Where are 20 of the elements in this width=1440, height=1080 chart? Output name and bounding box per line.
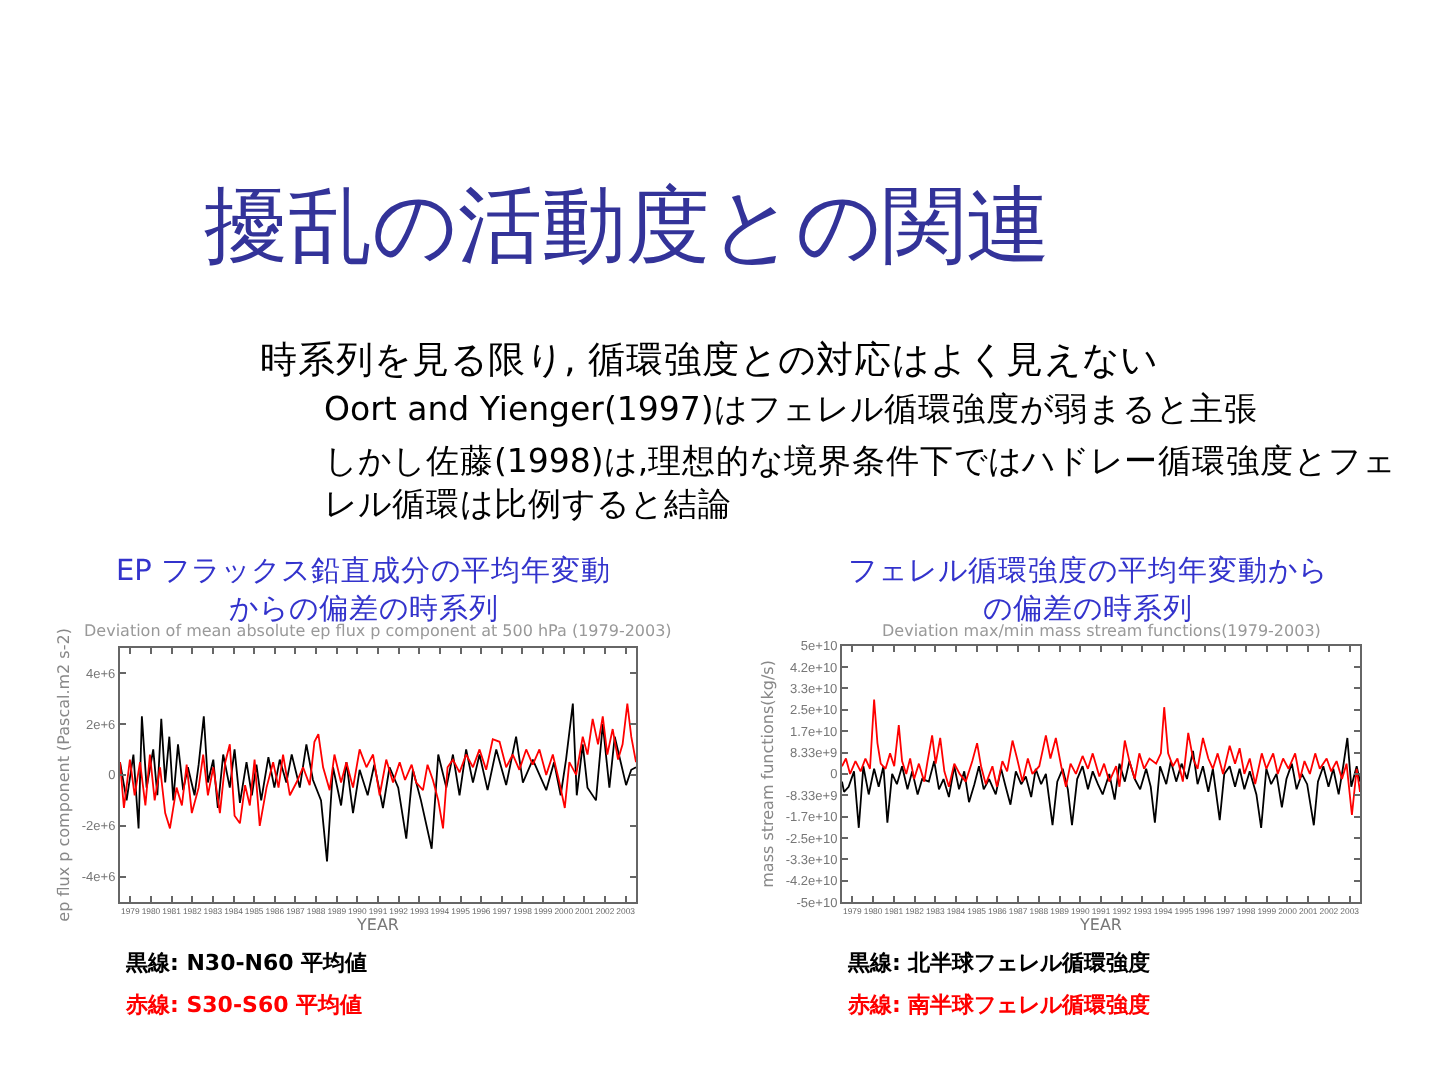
y-axis-title: ep flux p component (Pascal.m2 s-2) xyxy=(55,628,74,922)
x-axis-title: YEAR xyxy=(355,916,400,935)
text: Oort and Yienger(1997)はフェレル循環強度が弱まると主張 xyxy=(324,390,1258,428)
chart-title: フェレル循環強度の平均年変動からの偏差の時系列 xyxy=(848,554,1328,626)
chart-subtitle: Deviation max/min mass stream functions(1979-2003) xyxy=(882,622,1321,640)
text: 時系列を見る限り, 循環強度との対応はよく見えない xyxy=(260,338,1158,382)
text: 赤線: 南半球フェレル循環強度 xyxy=(846,992,1151,1018)
line-series xyxy=(120,702,636,830)
line-series xyxy=(842,698,1360,816)
chart-subtitle: Deviation of mean absolute ep flux p component at 500 hPa (1979-2003) xyxy=(84,622,672,640)
chart-title: EP フラックス鉛直成分の平均年変動からの偏差の時系列 xyxy=(116,554,612,626)
y-axis-title: mass stream functions(kg/s) xyxy=(759,660,778,888)
line-series xyxy=(842,737,1360,829)
text: 黒線: 北半球フェレル循環強度 xyxy=(846,950,1151,976)
line-series xyxy=(120,702,636,863)
x-axis-title: YEAR xyxy=(1078,916,1123,935)
text: 赤線: S30-S60 平均値 xyxy=(124,992,363,1018)
text: 黒線: N30-N60 平均値 xyxy=(124,950,368,976)
text: しかし佐藤(1998)は,理想的な境界条件下ではハドレー循環強度とフェレル循環は比例すると結論 xyxy=(324,442,1397,523)
text: 擾乱の活動度との関連 xyxy=(204,176,1050,274)
